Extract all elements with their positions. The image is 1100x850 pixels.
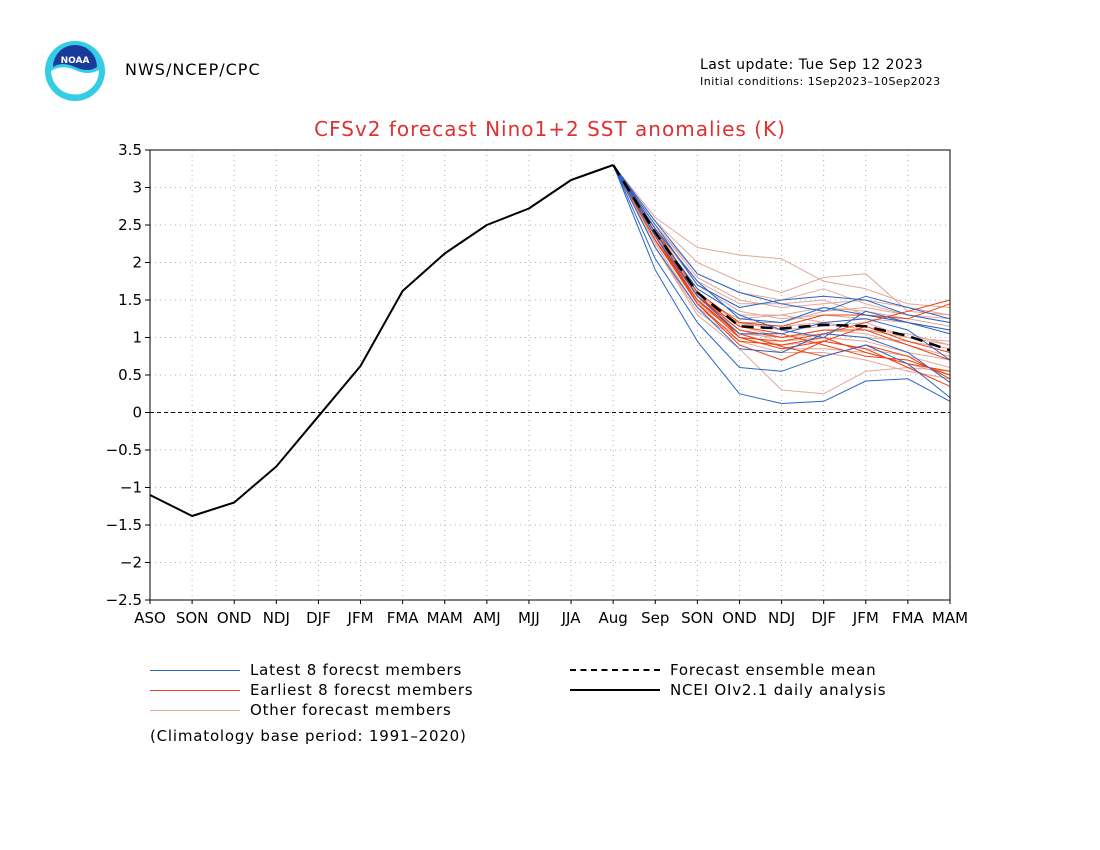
y-tick-label: −1 [120, 479, 142, 497]
earliest-member-line [612, 164, 951, 342]
legend-earliest-swatch [150, 689, 240, 691]
x-tick-labels: ASO SON OND NDJ DJF JFM FMA MAM AMJ MJJ JJA Aug Sep S… [134, 600, 968, 627]
org-label: NWS/NCEP/CPC [125, 60, 261, 79]
legend-other: Other forecast members [150, 701, 452, 719]
grid-lines [150, 150, 950, 600]
observed-line [149, 164, 614, 517]
y-tick-label: −2 [120, 554, 142, 572]
y-tick-label: 3 [132, 179, 142, 197]
other-member-line [612, 164, 951, 335]
legend-other-label: Other forecast members [250, 701, 452, 719]
ensemble-mean-line [612, 164, 951, 352]
legend-latest: Latest 8 forecst members [150, 661, 462, 679]
y-tick-label: 1 [132, 329, 142, 347]
legend-earliest-label: Earliest 8 forecst members [250, 681, 474, 699]
x-tick-label: ASO [134, 609, 166, 627]
legend-analysis-label: NCEI OIv2.1 daily analysis [670, 681, 887, 699]
y-tick-labels: 3.5 3 2.5 2 1.5 1 0.5 0 −0.5 −1 −1.5 −2 −2.5 [106, 141, 150, 609]
x-tick-label: JJA [561, 609, 582, 627]
y-tick-label: −2.5 [106, 591, 142, 609]
latest-member-line [612, 164, 951, 335]
x-tick-label: SON [176, 609, 209, 627]
y-tick-label: −0.5 [106, 441, 142, 459]
x-tick-label: JFM [347, 609, 374, 627]
x-tick-label: FMA [892, 609, 925, 627]
legend-mean-swatch [570, 669, 660, 671]
observed-series [149, 164, 614, 517]
other-member-line [612, 164, 951, 395]
legend-other-swatch [150, 709, 240, 711]
earliest-member-line [612, 164, 951, 380]
earliest-member-line [612, 164, 951, 372]
latest-member-line [612, 164, 951, 323]
other-member-line [612, 164, 951, 316]
x-tick-label: AMJ [473, 609, 501, 627]
earliest-member-line [612, 164, 951, 353]
latest-member-line [612, 164, 951, 383]
x-tick-label: MAM [932, 609, 968, 627]
y-tick-label: 3.5 [118, 141, 142, 159]
legend-mean: Forecast ensemble mean [570, 661, 876, 679]
y-tick-label: 1.5 [118, 291, 142, 309]
base-period-note: (Climatology base period: 1991–2020) [150, 727, 467, 745]
x-tick-label: NDJ [263, 609, 290, 627]
x-tick-label: Sep [641, 609, 669, 627]
x-tick-label: MAM [427, 609, 463, 627]
ensemble-mean-series [612, 164, 951, 352]
latest-member-line [612, 164, 951, 361]
x-tick-label: Aug [599, 609, 628, 627]
last-update: Last update: Tue Sep 12 2023 [700, 57, 924, 73]
legend-earliest: Earliest 8 forecst members [150, 681, 473, 699]
latest-member-line [612, 164, 951, 398]
y-tick-label: −1.5 [106, 516, 142, 534]
legend-mean-label: Forecast ensemble mean [670, 661, 877, 679]
noaa-logo: NOAA [45, 41, 105, 101]
x-tick-label: NDJ [768, 609, 795, 627]
legend-analysis: NCEI OIv2.1 daily analysis [570, 681, 886, 699]
other-member-line [612, 164, 951, 316]
y-tick-label: 2.5 [118, 216, 142, 234]
legend-latest-swatch [150, 669, 240, 671]
x-tick-label: OND [217, 609, 252, 627]
latest-members-series [612, 164, 951, 404]
y-tick-label: 0 [132, 404, 142, 422]
y-tick-label: 0.5 [118, 366, 142, 384]
legend-analysis-swatch [570, 689, 660, 691]
x-tick-label: OND [722, 609, 757, 627]
y-tick-label: 2 [132, 254, 142, 272]
legend-latest-label: Latest 8 forecst members [250, 661, 463, 679]
latest-member-line [612, 164, 951, 404]
x-tick-label: JFM [852, 609, 879, 627]
logo-text: NOAA [61, 56, 90, 66]
initial-conditions: Initial conditions: 1Sep2023–10Sep2023 [700, 75, 941, 88]
latest-member-line [612, 164, 951, 320]
x-tick-label: DJF [306, 609, 331, 627]
x-tick-label: MJJ [518, 609, 540, 627]
chart-title: CFSv2 forecast Nino1+2 SST anomalies (K) [314, 117, 786, 141]
earliest-member-line [612, 164, 951, 387]
x-tick-label: FMA [387, 609, 420, 627]
x-tick-label: DJF [811, 609, 836, 627]
x-tick-label: SON [681, 609, 714, 627]
